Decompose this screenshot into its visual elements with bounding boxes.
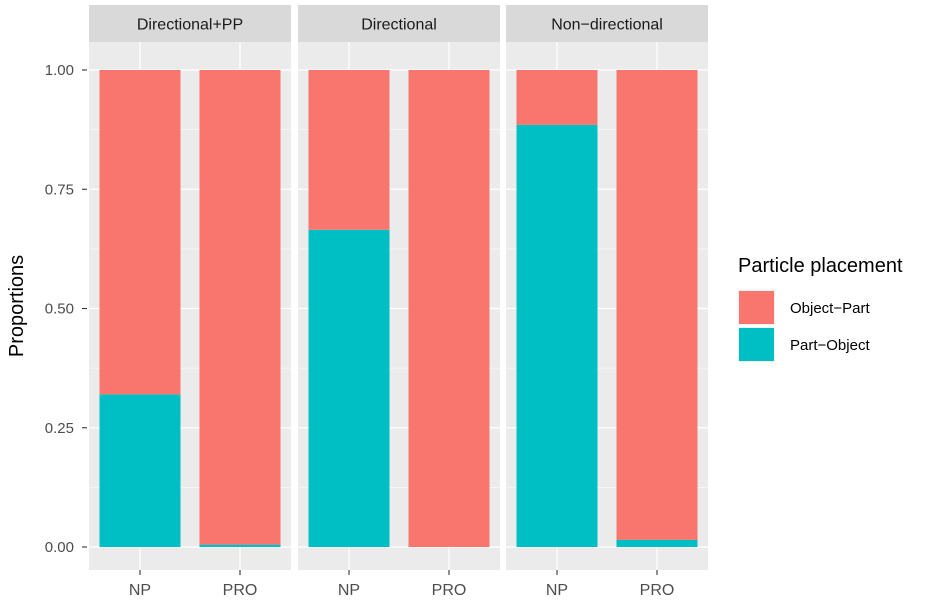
y-tick-label: 0.50 (45, 301, 74, 318)
x-tick-label: PRO (640, 582, 675, 599)
x-tick-label: NP (129, 582, 151, 599)
bar-segment (99, 394, 181, 547)
x-tick-label: PRO (223, 582, 258, 599)
legend-swatch (739, 291, 774, 324)
bar-segment (408, 70, 490, 547)
bar-segment (516, 124, 598, 547)
bar-segment (308, 70, 390, 230)
y-tick-label: 0.00 (45, 539, 74, 556)
facet-title: Directional (361, 17, 437, 34)
facet-strip (298, 5, 500, 42)
legend-label: Part−Object (790, 337, 870, 354)
bar-segment (199, 544, 281, 547)
legend-title: Particle placement (738, 255, 903, 277)
y-axis-label: Proportions (6, 255, 28, 357)
facet-title: Directional+PP (137, 17, 243, 34)
facet-strip (89, 5, 291, 42)
y-tick-label: 1.00 (45, 62, 74, 79)
y-tick-label: 0.25 (45, 420, 74, 437)
bar-segment (308, 229, 390, 548)
facet-title: Non−directional (551, 17, 663, 34)
bar-segment (616, 539, 698, 547)
x-tick-label: NP (546, 582, 568, 599)
legend-label: Object−Part (790, 300, 870, 317)
bar-segment (516, 70, 598, 125)
x-tick-label: NP (338, 582, 360, 599)
legend-swatch (739, 328, 774, 361)
bar-segment (616, 70, 698, 540)
y-tick-label: 0.75 (45, 181, 74, 198)
bar-segment (99, 70, 181, 395)
bar-segment (199, 70, 281, 545)
facet-strip (506, 5, 708, 42)
x-tick-label: PRO (432, 582, 467, 599)
